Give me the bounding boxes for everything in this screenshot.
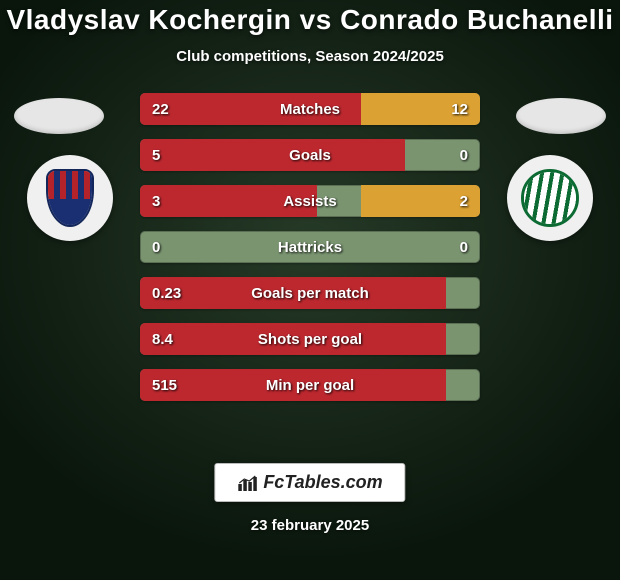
- bar-chart-icon: [237, 474, 257, 492]
- emblem-stripes: [524, 172, 576, 224]
- stat-row: 22Matches12: [140, 93, 480, 125]
- stat-row: 0Hattricks0: [140, 231, 480, 263]
- stats-area: 22Matches125Goals03Assists20Hattricks00.…: [0, 93, 620, 415]
- stat-label: Min per goal: [140, 369, 480, 401]
- stat-row: 5Goals0: [140, 139, 480, 171]
- brand-badge: FcTables.com: [214, 463, 405, 502]
- page-title: Vladyslav Kochergin vs Conrado Buchanell…: [0, 4, 620, 36]
- stat-label: Goals per match: [140, 277, 480, 309]
- stat-row: 8.4Shots per goal: [140, 323, 480, 355]
- stat-value-right: [456, 369, 480, 401]
- stat-value-right: 0: [448, 139, 480, 171]
- stat-value-right: 0: [448, 231, 480, 263]
- stat-value-right: 12: [439, 93, 480, 125]
- stat-row: 3Assists2: [140, 185, 480, 217]
- brand-text: FcTables.com: [263, 472, 382, 493]
- stat-label: Matches: [140, 93, 480, 125]
- stat-label: Shots per goal: [140, 323, 480, 355]
- stat-value-right: 2: [448, 185, 480, 217]
- stat-rows: 22Matches125Goals03Assists20Hattricks00.…: [140, 93, 480, 401]
- club-badge-left: [27, 155, 113, 241]
- stat-label: Assists: [140, 185, 480, 217]
- stat-label: Goals: [140, 139, 480, 171]
- shield-icon: [46, 169, 94, 227]
- stat-label: Hattricks: [140, 231, 480, 263]
- comparison-card: Vladyslav Kochergin vs Conrado Buchanell…: [0, 0, 620, 580]
- stat-row: 515Min per goal: [140, 369, 480, 401]
- shield-top: [48, 171, 92, 199]
- circle-emblem-icon: [521, 169, 579, 227]
- player-photo-right: [516, 98, 606, 134]
- stat-value-right: [456, 323, 480, 355]
- subtitle: Club competitions, Season 2024/2025: [0, 48, 620, 65]
- stat-value-right: [456, 277, 480, 309]
- club-badge-right: [507, 155, 593, 241]
- footer-date: 23 february 2025: [0, 517, 620, 534]
- player-photo-left: [14, 98, 104, 134]
- shield-bottom: [48, 199, 92, 225]
- stat-row: 0.23Goals per match: [140, 277, 480, 309]
